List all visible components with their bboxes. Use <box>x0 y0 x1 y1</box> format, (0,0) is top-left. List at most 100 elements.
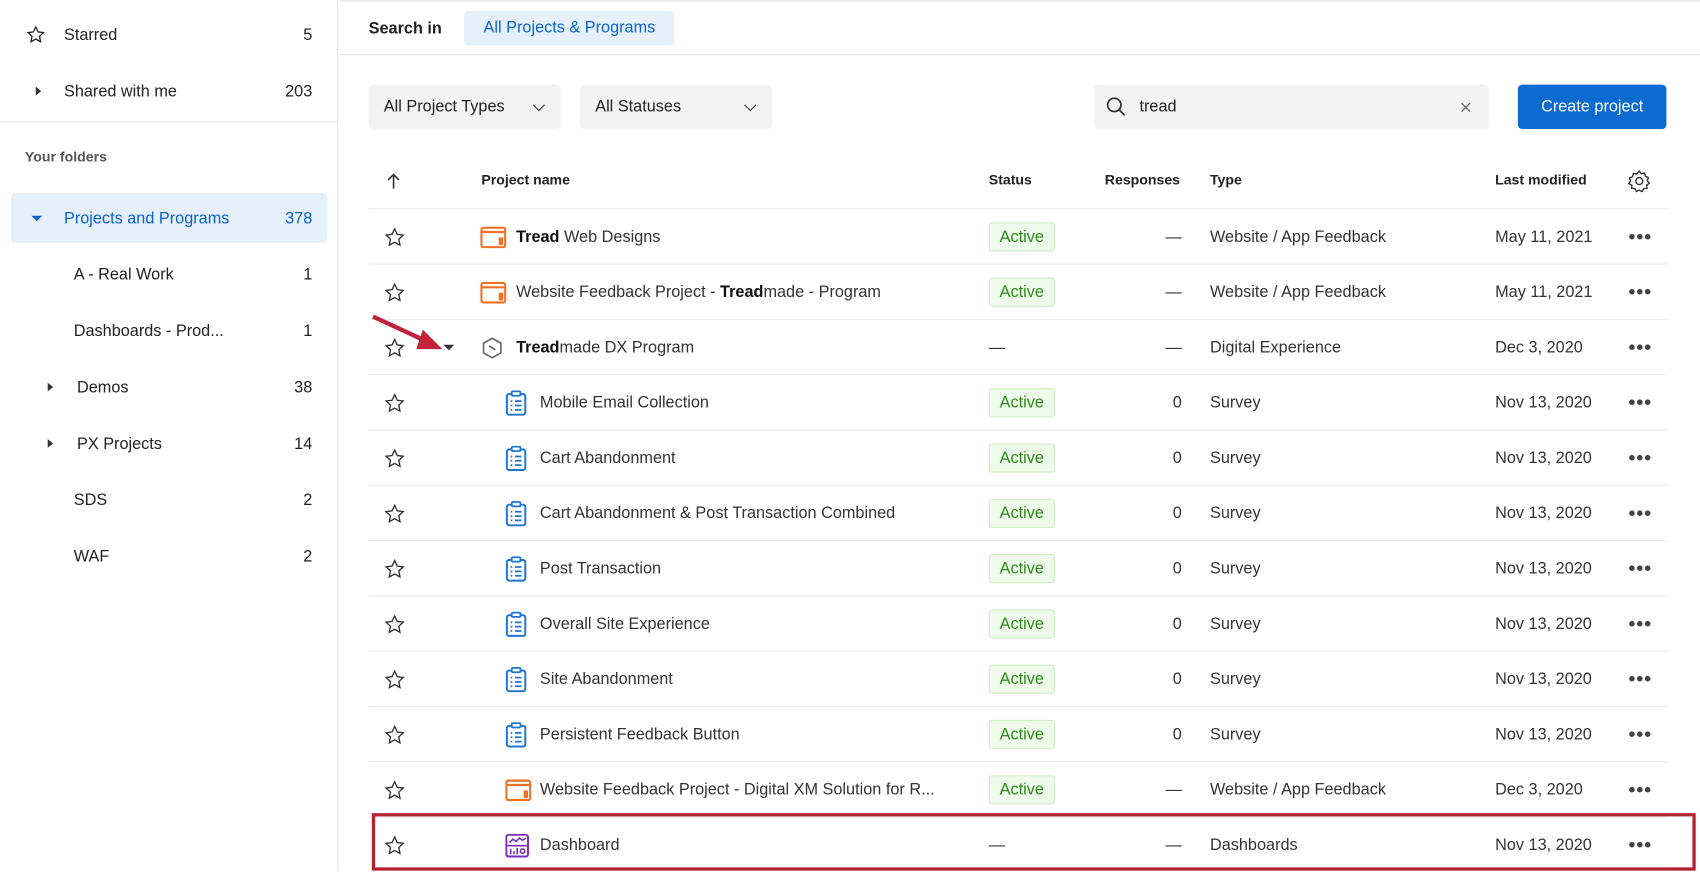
project-name-link[interactable]: Website Feedback Project - Tread made - P… <box>516 265 881 320</box>
star-icon <box>384 779 405 799</box>
project-name-link[interactable]: Site Abandonment <box>540 652 673 707</box>
star-button[interactable] <box>384 707 406 762</box>
sidebar-item-label: PX Projects <box>76 434 162 453</box>
star-icon <box>384 724 405 744</box>
expand-toggle[interactable] <box>443 320 455 375</box>
more-options-icon[interactable]: ••• <box>1628 557 1653 579</box>
project-name-link[interactable]: Post Transaction <box>540 541 661 596</box>
sidebar-item-folder[interactable]: A - Real Work 1 <box>11 249 328 299</box>
sidebar-item-folder[interactable]: SDS 2 <box>11 475 328 525</box>
sidebar-item-count: 38 <box>294 377 313 397</box>
star-icon <box>384 503 405 523</box>
sidebar-item-folder[interactable]: PX Projects 14 <box>11 419 328 469</box>
project-name-link[interactable]: Persistent Feedback Button <box>540 707 740 762</box>
column-header-last-modified[interactable]: Last modified <box>1495 171 1587 188</box>
project-name-link[interactable]: Tread Web Designs <box>516 209 660 264</box>
last-modified-cell: Nov 13, 2020 <box>1495 504 1592 523</box>
status-badge: Active <box>988 498 1055 529</box>
more-options-icon[interactable]: ••• <box>1628 225 1653 248</box>
table-row[interactable]: Cart Abandonment Active 0 Survey Nov 13,… <box>368 429 1668 485</box>
sidebar-item-folder[interactable]: Dashboards - Prod... 1 <box>11 306 328 356</box>
star-button[interactable] <box>384 209 406 264</box>
star-icon <box>384 613 405 634</box>
more-options-icon[interactable]: ••• <box>1628 446 1653 469</box>
last-modified-cell: Nov 13, 2020 <box>1495 614 1592 634</box>
star-button[interactable] <box>384 375 406 430</box>
name-segment: Site Abandonment <box>539 670 673 689</box>
table-row[interactable]: Persistent Feedback Button Active 0 Surv… <box>368 705 1668 762</box>
more-options-icon[interactable]: ••• <box>1628 501 1653 524</box>
status-cell: Active <box>988 707 1055 762</box>
name-highlight: Tread <box>720 282 764 302</box>
sort-arrow-up-icon[interactable] <box>386 172 401 189</box>
star-button[interactable] <box>384 762 406 817</box>
responses-cell: — <box>1165 227 1182 247</box>
responses-cell: 0 <box>1172 725 1182 744</box>
status-badge: Active <box>988 664 1055 694</box>
caret-right-icon[interactable] <box>47 439 54 448</box>
star-button[interactable] <box>384 541 406 596</box>
star-button[interactable] <box>384 817 406 872</box>
table-row[interactable]: Cart Abandonment & Post Transaction Comb… <box>368 484 1668 541</box>
more-options-icon[interactable]: ••• <box>1628 280 1653 303</box>
caret-down-icon[interactable] <box>31 215 43 222</box>
sidebar-item-projects-and-programs[interactable]: Projects and Programs 378 <box>10 192 328 243</box>
caret-right-icon[interactable] <box>47 382 54 392</box>
more-options-icon[interactable]: ••• <box>1628 833 1653 856</box>
sidebar-item-label: Starred <box>63 25 118 44</box>
sidebar-item-label: SDS <box>73 490 108 510</box>
table-row[interactable]: Dashboard — — Dashboards Nov 13, 2020 ••… <box>368 816 1668 872</box>
project-name-link[interactable]: Cart Abandonment <box>540 430 676 485</box>
status-text: — <box>988 835 1006 855</box>
star-button[interactable] <box>384 265 406 320</box>
caret-right-icon[interactable] <box>35 86 42 96</box>
tab-all-projects-programs[interactable]: All Projects & Programs <box>464 10 675 46</box>
table-row[interactable]: Tread Web Designs Active — Website / App… <box>368 208 1668 264</box>
project-name-link[interactable]: Website Feedback Project - Digital XM So… <box>540 762 935 817</box>
star-button[interactable] <box>384 430 406 485</box>
project-name-link[interactable]: Overall Site Experience <box>540 596 710 651</box>
more-options-icon[interactable]: ••• <box>1628 612 1653 635</box>
table-row[interactable]: Site Abandonment Active 0 Survey Nov 13,… <box>368 650 1668 707</box>
column-header-responses[interactable]: Responses <box>1104 171 1181 188</box>
sidebar-item-folder[interactable]: WAF 2 <box>11 531 328 581</box>
clear-search-icon[interactable] <box>1460 102 1471 113</box>
search-input[interactable]: tread <box>1093 84 1489 130</box>
table-row[interactable]: Mobile Email Collection Active 0 Survey … <box>368 374 1668 430</box>
statuses-dropdown[interactable]: All Statuses <box>580 84 772 130</box>
more-options-icon[interactable]: ••• <box>1628 667 1653 690</box>
project-name-link[interactable]: Tread made DX Program <box>516 320 694 375</box>
project-name-link[interactable]: Mobile Email Collection <box>540 375 709 430</box>
more-options-icon[interactable]: ••• <box>1628 336 1653 358</box>
name-segment: Dashboard <box>539 835 620 855</box>
more-options-icon[interactable]: ••• <box>1628 391 1653 414</box>
star-button[interactable] <box>384 596 406 651</box>
name-highlight: Tread <box>516 227 560 247</box>
star-button[interactable] <box>384 320 406 375</box>
project-name-link[interactable]: Cart Abandonment & Post Transaction Comb… <box>540 486 895 541</box>
sidebar-item-starred[interactable]: Starred 5 <box>11 10 328 60</box>
column-header-name[interactable]: Project name <box>481 171 570 188</box>
star-button[interactable] <box>384 652 406 707</box>
sidebar-item-folder[interactable]: Demos 38 <box>11 362 328 412</box>
sidebar-item-shared[interactable]: Shared with me 203 <box>11 66 328 116</box>
more-options-icon[interactable]: ••• <box>1628 778 1653 801</box>
create-project-button[interactable]: Create project <box>1517 84 1667 130</box>
column-header-type[interactable]: Type <box>1209 171 1242 188</box>
name-segment: Post Transaction <box>539 559 662 578</box>
more-options-icon[interactable]: ••• <box>1628 723 1653 745</box>
star-button[interactable] <box>384 486 406 541</box>
star-icon <box>384 447 405 468</box>
responses-cell: — <box>1165 338 1182 357</box>
table-row[interactable]: Tread made DX Program — — Digital Experie… <box>368 318 1668 375</box>
project-types-dropdown[interactable]: All Project Types <box>368 84 561 130</box>
table-row[interactable]: Website Feedback Project - Tread made - P… <box>368 263 1668 320</box>
type-cell: Survey <box>1209 504 1261 523</box>
table-row[interactable]: Overall Site Experience Active 0 Survey … <box>368 595 1668 651</box>
column-header-status[interactable]: Status <box>988 171 1032 188</box>
project-name-link[interactable]: Dashboard <box>540 817 620 872</box>
table-row[interactable]: Post Transaction Active 0 Survey Nov 13,… <box>368 539 1668 596</box>
name-segment: Persistent Feedback Button <box>539 725 740 744</box>
table-row[interactable]: Website Feedback Project - Digital XM So… <box>368 761 1668 817</box>
gear-icon[interactable] <box>1627 169 1651 193</box>
